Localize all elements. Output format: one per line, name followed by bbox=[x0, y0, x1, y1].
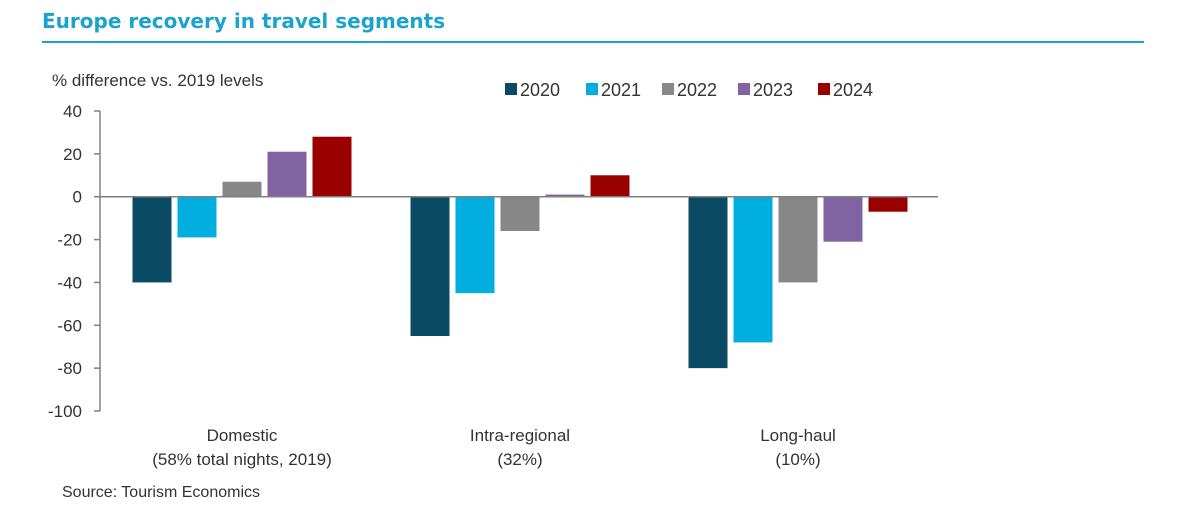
legend-swatch-2024 bbox=[818, 83, 830, 95]
legend-swatch-2022 bbox=[662, 83, 674, 95]
bar-2022 bbox=[778, 196, 818, 283]
bar-2020 bbox=[410, 196, 450, 336]
bar-2022 bbox=[500, 196, 540, 231]
category-label: (58% total nights, 2019) bbox=[152, 450, 332, 469]
legend-swatch-2023 bbox=[738, 83, 750, 95]
category-label: (32%) bbox=[497, 450, 542, 469]
y-tick-label: -20 bbox=[57, 231, 82, 250]
y-tick-label: 0 bbox=[73, 188, 82, 207]
bar-2021 bbox=[733, 196, 773, 343]
source-note: Source: Tourism Economics bbox=[62, 484, 260, 501]
legend-swatch-2021 bbox=[586, 83, 598, 95]
category-label: Long-haul bbox=[760, 426, 836, 445]
title-rule bbox=[42, 41, 1144, 43]
bar-2023 bbox=[545, 194, 585, 197]
y-tick-label: 40 bbox=[63, 102, 82, 121]
category-label: (10%) bbox=[775, 450, 820, 469]
bar-2020 bbox=[132, 196, 172, 283]
y-tick-label: -40 bbox=[57, 273, 82, 292]
y-axis-label: % difference vs. 2019 levels bbox=[52, 71, 263, 90]
y-tick-label: 20 bbox=[63, 145, 82, 164]
category-label: Domestic bbox=[207, 426, 278, 445]
bar-2023 bbox=[823, 196, 863, 242]
bar-2021 bbox=[177, 196, 217, 238]
chart-title: Europe recovery in travel segments bbox=[42, 9, 446, 33]
legend-label-2023: 2023 bbox=[753, 80, 793, 100]
bar-2024 bbox=[312, 136, 352, 197]
legend-label-2021: 2021 bbox=[601, 80, 641, 100]
legend-label-2022: 2022 bbox=[677, 80, 717, 100]
bar-2021 bbox=[455, 196, 495, 294]
bar-2023 bbox=[267, 151, 307, 197]
bar-2020 bbox=[688, 196, 728, 369]
y-tick-label: -80 bbox=[57, 359, 82, 378]
legend-label-2024: 2024 bbox=[833, 80, 873, 100]
category-label: Intra-regional bbox=[470, 426, 570, 445]
bar-2022 bbox=[222, 181, 262, 197]
bar-2024 bbox=[868, 196, 908, 212]
bar-2024 bbox=[590, 175, 630, 197]
legend-swatch-2020 bbox=[505, 83, 517, 95]
legend-label-2020: 2020 bbox=[520, 80, 560, 100]
y-tick-label: -100 bbox=[48, 402, 82, 421]
y-tick-label: -60 bbox=[57, 316, 82, 335]
